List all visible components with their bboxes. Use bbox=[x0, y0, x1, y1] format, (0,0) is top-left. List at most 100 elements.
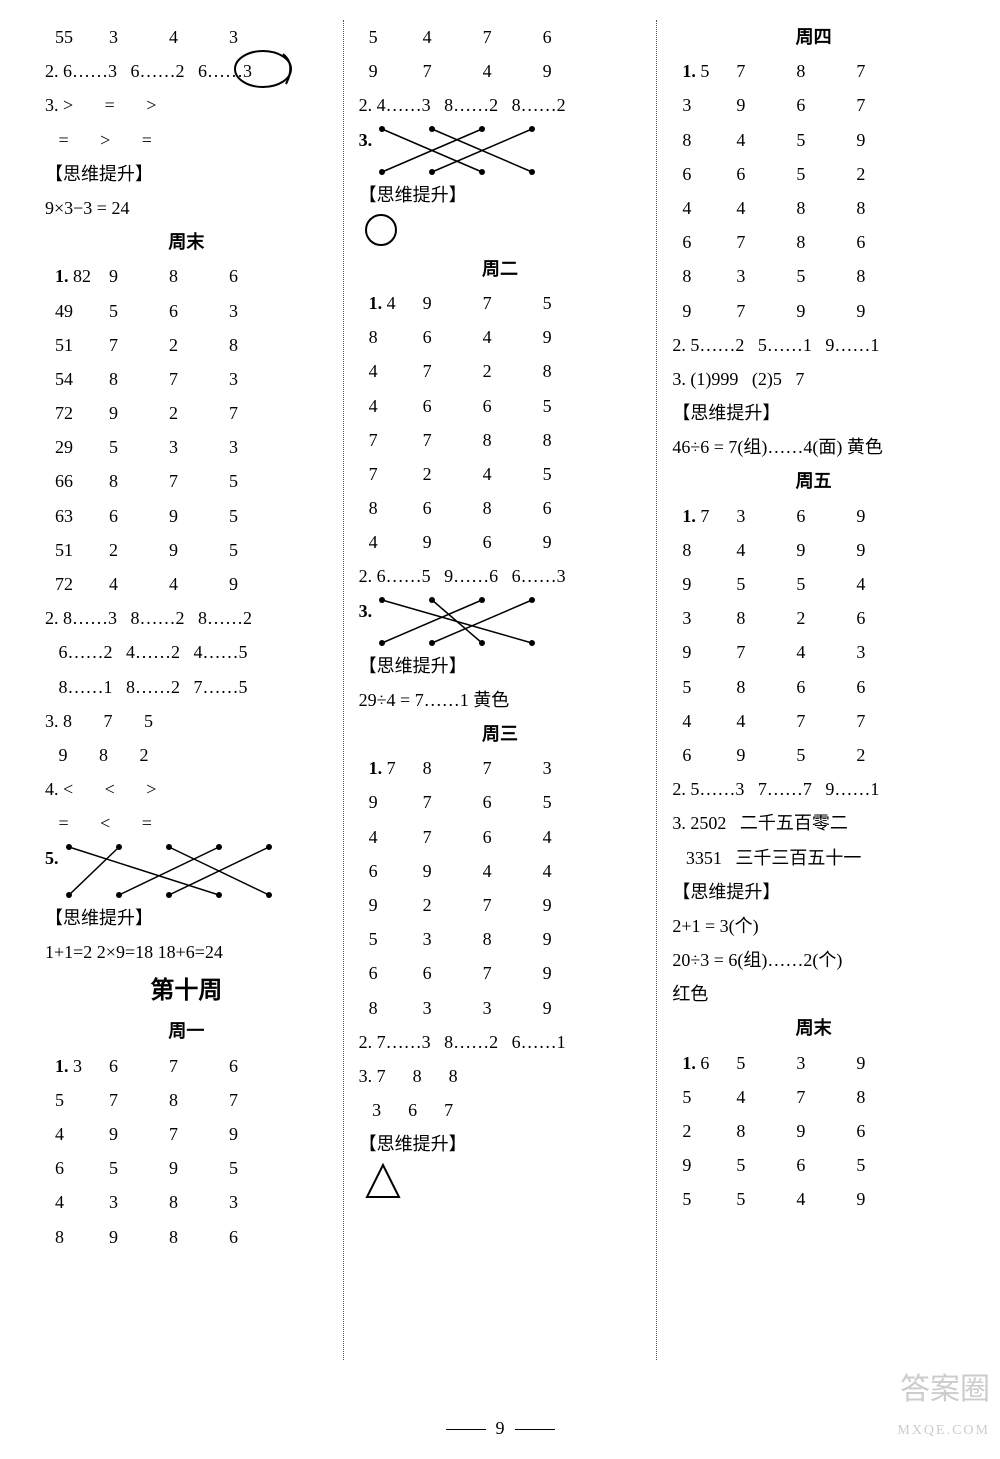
cell: 9 bbox=[856, 123, 916, 157]
cell: 7 bbox=[169, 1117, 229, 1151]
cell: 7 bbox=[736, 225, 796, 259]
cell: 1. 7 bbox=[359, 751, 423, 785]
cell: 6 bbox=[672, 738, 736, 772]
cell: 6 bbox=[483, 820, 543, 854]
row: 8339 bbox=[359, 991, 642, 1025]
cell: 8 bbox=[109, 362, 169, 396]
row: 6652 bbox=[672, 157, 955, 191]
cell: 51 bbox=[45, 533, 109, 567]
answer-line: 2. 7……3 8……2 6……1 bbox=[359, 1025, 642, 1059]
cell: 3 bbox=[543, 751, 603, 785]
cell: 9 bbox=[736, 738, 796, 772]
row: 9765 bbox=[359, 785, 642, 819]
pen-circle-sketch bbox=[228, 44, 298, 94]
answer-line: 3351 三千三百五十一 bbox=[672, 841, 955, 875]
cell: 5 bbox=[543, 785, 603, 819]
cell: 5 bbox=[359, 20, 423, 54]
cell: 6 bbox=[359, 854, 423, 888]
row: 1. 4975 bbox=[359, 286, 642, 320]
watermark: 答案圈 MXQE.COM bbox=[897, 1361, 990, 1445]
equation: 9×3−3 = 24 bbox=[45, 191, 328, 225]
answer-line: 2. 5……2 5……1 9……1 bbox=[672, 328, 955, 362]
cell: 4 bbox=[672, 191, 736, 225]
cell: 7 bbox=[169, 464, 229, 498]
row: 63695 bbox=[45, 499, 328, 533]
row: 1. 3676 bbox=[45, 1049, 328, 1083]
cell: 5 bbox=[796, 567, 856, 601]
cell: 5 bbox=[543, 389, 603, 423]
cell: 7 bbox=[423, 423, 483, 457]
cell: 8 bbox=[543, 354, 603, 388]
cell: 4 bbox=[543, 854, 603, 888]
row: 9799 bbox=[672, 294, 955, 328]
row: 6595 bbox=[45, 1151, 328, 1185]
page-number: 9 bbox=[496, 1418, 505, 1438]
row: 72927 bbox=[45, 396, 328, 430]
cell: 2 bbox=[856, 157, 916, 191]
cell: 7 bbox=[359, 457, 423, 491]
thinking-label: 【思维提升】 bbox=[672, 396, 955, 430]
cell: 6 bbox=[856, 1114, 916, 1148]
cell: 4 bbox=[169, 20, 229, 54]
heading-monday: 周一 bbox=[45, 1014, 328, 1048]
cell: 7 bbox=[109, 1083, 169, 1117]
cell: 1. 6 bbox=[672, 1046, 736, 1080]
cell: 3 bbox=[736, 499, 796, 533]
row: 4477 bbox=[672, 704, 955, 738]
cell: 9 bbox=[796, 1114, 856, 1148]
cell: 8 bbox=[736, 601, 796, 635]
cell: 9 bbox=[796, 294, 856, 328]
cell: 2 bbox=[109, 533, 169, 567]
cell: 54 bbox=[45, 362, 109, 396]
cell: 7 bbox=[483, 956, 543, 990]
cell: 8 bbox=[229, 328, 289, 362]
heading-weekend: 周末 bbox=[45, 225, 328, 259]
cell: 6 bbox=[856, 601, 916, 635]
cell: 2 bbox=[423, 457, 483, 491]
cell: 7 bbox=[229, 396, 289, 430]
cell: 5 bbox=[109, 430, 169, 464]
cell: 6 bbox=[423, 389, 483, 423]
matching-diagram bbox=[59, 841, 279, 901]
answer-line: 2. 4……3 8……2 8……2 bbox=[359, 88, 642, 122]
cell: 4 bbox=[796, 635, 856, 669]
cell: 4 bbox=[359, 525, 423, 559]
thinking-label: 【思维提升】 bbox=[45, 901, 328, 935]
cell: 7 bbox=[423, 54, 483, 88]
cell: 5 bbox=[796, 259, 856, 293]
table: 1. 73698499955438269743586644776952 bbox=[672, 499, 955, 773]
cell: 8 bbox=[169, 1220, 229, 1254]
cell: 2 bbox=[169, 396, 229, 430]
row: 7788 bbox=[359, 423, 642, 457]
cell: 6 bbox=[423, 956, 483, 990]
row: 8358 bbox=[672, 259, 955, 293]
cell: 4 bbox=[169, 567, 229, 601]
answer-line: 8……1 8……2 7……5 bbox=[45, 670, 328, 704]
cell: 4 bbox=[45, 1185, 109, 1219]
page-footer: 9 bbox=[0, 1411, 1000, 1445]
cell: 6 bbox=[229, 259, 289, 293]
cell: 9 bbox=[856, 294, 916, 328]
cell: 8 bbox=[169, 259, 229, 293]
answer-line: 4. < < > bbox=[45, 772, 328, 806]
cell: 5 bbox=[109, 294, 169, 328]
cell: 6 bbox=[856, 670, 916, 704]
cell: 9 bbox=[672, 635, 736, 669]
row: 51295 bbox=[45, 533, 328, 567]
cell: 2 bbox=[796, 601, 856, 635]
cell: 3 bbox=[109, 20, 169, 54]
cell: 5 bbox=[45, 1083, 109, 1117]
row: 6952 bbox=[672, 738, 955, 772]
thinking-label: 【思维提升】 bbox=[359, 649, 642, 683]
cell: 9 bbox=[543, 54, 603, 88]
cell: 4 bbox=[483, 854, 543, 888]
cell: 3 bbox=[796, 1046, 856, 1080]
cell: 5 bbox=[736, 1046, 796, 1080]
cell: 3 bbox=[672, 601, 736, 635]
cell: 5 bbox=[672, 670, 736, 704]
answer-line: 6……2 4……2 4……5 bbox=[45, 635, 328, 669]
cell: 9 bbox=[169, 1151, 229, 1185]
cell: 4 bbox=[359, 354, 423, 388]
cell: 6 bbox=[109, 499, 169, 533]
answer-line: 2. 5……3 7……7 9……1 bbox=[672, 772, 955, 806]
